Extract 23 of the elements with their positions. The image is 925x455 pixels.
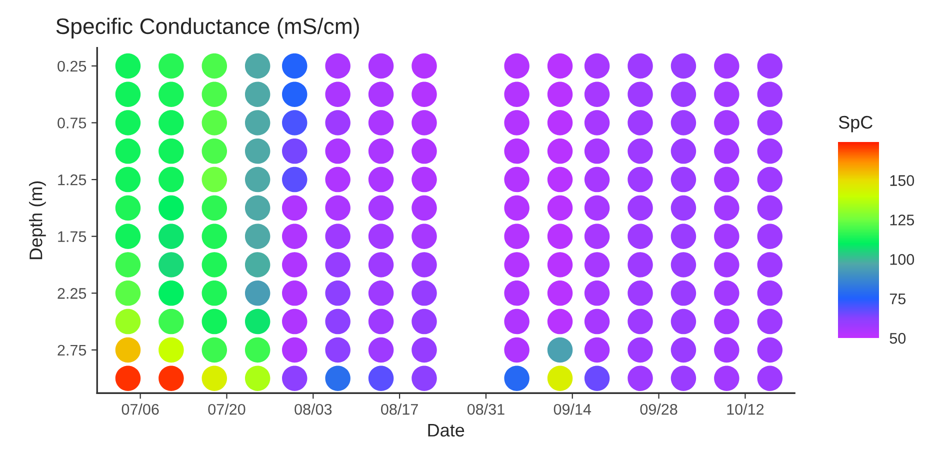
color-bar-label: 75 xyxy=(890,294,906,304)
color-bar-title: SpC xyxy=(838,116,872,132)
color-bar-label: 150 xyxy=(890,175,914,186)
chart-title: Specific Conductance (mS/cm) xyxy=(56,18,359,38)
x-tick-label: 10/12 xyxy=(727,404,764,415)
y-tick-label: 1.75 xyxy=(58,231,86,242)
y-tick-label: 1.25 xyxy=(58,174,86,186)
color-bar-label: 125 xyxy=(890,214,914,226)
y-tick-label: 2.25 xyxy=(58,288,86,299)
y-tick-label: 0.25 xyxy=(58,60,86,72)
x-tick-label: 08/31 xyxy=(467,404,504,415)
x-tick-label: 07/06 xyxy=(122,404,159,415)
color-bar-label: 100 xyxy=(890,254,914,265)
x-axis-title: Date xyxy=(428,424,464,437)
x-tick-label: 08/17 xyxy=(381,404,418,415)
y-axis-title: Depth (m) xyxy=(29,181,46,260)
x-tick-label: 09/28 xyxy=(640,404,678,415)
y-tick-label: 0.75 xyxy=(58,118,86,128)
x-tick-label: 09/14 xyxy=(554,404,592,415)
y-tick-label: 2.75 xyxy=(58,344,86,356)
x-tick-label: 07/20 xyxy=(208,404,246,415)
color-bar-label: 50 xyxy=(890,332,906,344)
x-tick-label: 08/03 xyxy=(294,404,332,415)
